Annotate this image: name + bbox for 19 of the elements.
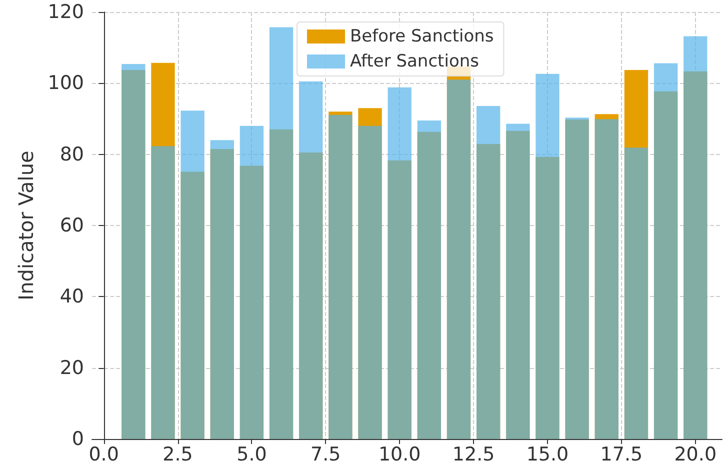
y-axis-title: Indicator Value xyxy=(14,150,38,300)
x-tick-label: 10.0 xyxy=(378,444,421,466)
y-tick-label: 40 xyxy=(60,286,84,308)
x-tick-label: 2.5 xyxy=(162,444,193,466)
y-tick-label: 0 xyxy=(72,428,84,450)
x-tick-label: 7.5 xyxy=(310,444,341,466)
y-tick-label: 100 xyxy=(48,72,84,94)
x-tick-label: 0.0 xyxy=(88,444,119,466)
y-tick-label: 20 xyxy=(60,356,84,379)
legend-label: After Sanctions xyxy=(350,52,480,72)
y-tick-label: 80 xyxy=(60,143,84,166)
x-tick-label: 17.5 xyxy=(600,444,643,466)
legend-label: Before Sanctions xyxy=(350,26,494,46)
x-tick-label: 20.0 xyxy=(674,444,717,466)
y-tick-label: 60 xyxy=(60,214,84,236)
x-tick-label: 12.5 xyxy=(452,444,495,466)
y-tick-label: 120 xyxy=(48,1,84,23)
x-tick-label: 15.0 xyxy=(526,444,569,466)
x-tick-label: 5.0 xyxy=(236,444,267,466)
